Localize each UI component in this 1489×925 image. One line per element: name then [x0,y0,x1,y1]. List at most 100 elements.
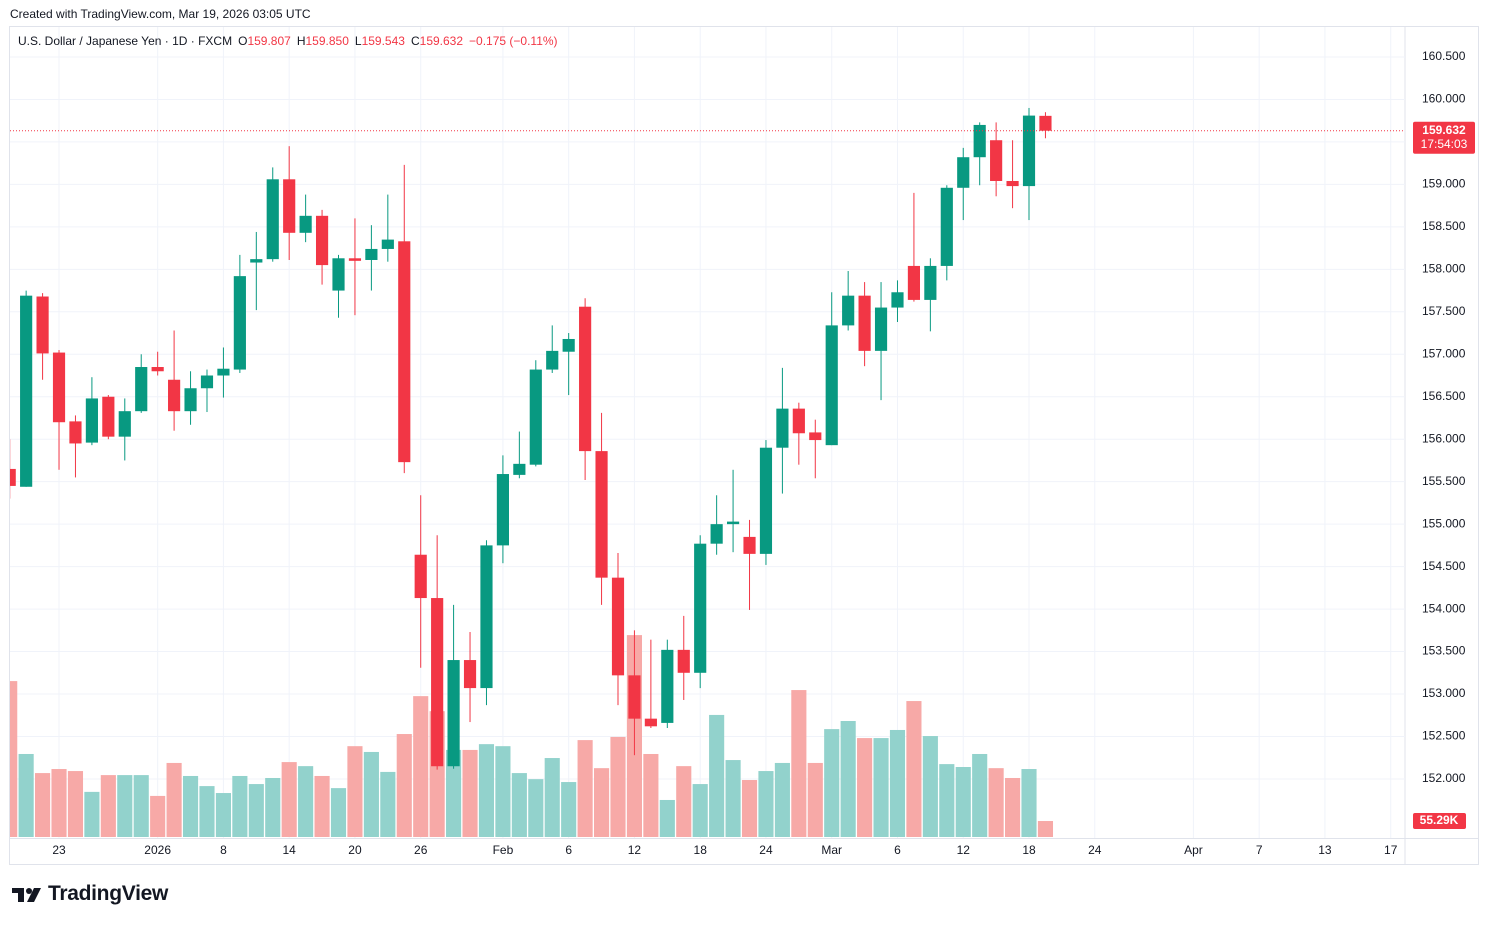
volume-bar [758,771,774,837]
volume-bar [922,736,938,837]
last-price-box [1413,121,1475,154]
y-tick-label: 154.000 [1422,601,1466,615]
candle-body [348,258,362,261]
x-tick-label: Apr [1184,843,1203,857]
x-tick-label: 7 [1256,843,1263,857]
x-tick-label: Feb [493,843,514,857]
volume-bar [281,762,297,837]
logo-icon [12,888,41,902]
candle-body [200,375,214,389]
candle-body [661,649,674,723]
candle-body [579,306,592,452]
candle-body [842,295,855,326]
volume-bar [824,729,840,837]
legend-value: 159.850 [305,34,349,48]
volume-bar [199,786,215,837]
volume-bar [1005,777,1021,837]
candle-body [299,215,312,233]
volume-bar [561,782,577,837]
volume-bar [906,701,922,837]
volume-bar [840,721,856,837]
candle-body [809,432,822,441]
candle-body [611,577,625,676]
volume-bar [248,784,264,837]
volume-bar [347,746,363,837]
candle-body [10,468,16,486]
x-tick-label: 2026 [144,843,171,857]
volume-bar [988,768,1004,837]
volume-bar [774,762,790,837]
axes: 152.000 152.500 153.000 153.500 154.000 154.5… [52,49,1475,857]
volume-bar [380,771,396,837]
y-tick-label: 156.500 [1422,389,1466,403]
candle-body [118,411,131,437]
volume-label: 55.29K [1420,813,1459,827]
candle-body [891,292,904,308]
candle-body [20,295,33,487]
volume-bar [51,769,67,837]
last-price-label: 159.632 [1422,123,1466,137]
volume-bar [643,753,659,837]
x-tick-label: 8 [220,843,227,857]
candle-series [10,107,1405,770]
volume-bar [791,690,807,837]
candle-body [726,521,740,525]
legend-value: 159.632 [419,34,464,48]
y-tick-label: 154.500 [1422,559,1466,573]
symbol: U.S. Dollar / Japanese Yen · 1D · FXCM [18,34,233,48]
y-tick-label: 160.500 [1422,49,1466,63]
candle-body [365,248,378,260]
volume-bar [1021,769,1037,837]
volume-bar [610,736,626,837]
volume-bar [84,791,100,837]
y-tick-label: 156.000 [1422,431,1466,445]
volume-bar [10,681,18,837]
candle-body [315,215,329,266]
candle-body [957,157,970,188]
volume-bar [215,793,231,837]
grid [10,27,1405,838]
candle-body [250,259,263,263]
volume-bar [462,749,478,837]
x-tick-label: Mar [821,843,842,857]
candle-body [135,367,148,412]
volume-bar [446,749,462,837]
volume-bar [544,758,560,837]
candle-body [184,388,197,412]
volume-bar [725,760,741,837]
candle-body [1039,115,1052,131]
candle-body [233,276,246,370]
x-tick-label: 6 [894,843,901,857]
y-tick-label: 158.500 [1422,219,1466,233]
volume-bar [363,751,379,837]
y-tick-label: 152.500 [1422,729,1466,743]
x-tick-label: 18 [694,843,708,857]
volume-bar [182,775,199,837]
candle-body [546,350,559,370]
legend-change: −0.175 (−0.11%) [469,34,558,48]
y-tick-label: 155.000 [1422,516,1466,530]
y-tick-label: 160.000 [1422,92,1466,106]
y-tick-label: 153.000 [1422,686,1466,700]
candle-body [907,265,921,300]
legend-key: H [296,34,306,48]
volume-bar [955,767,971,837]
candle-body [874,307,888,351]
y-tick-label: 155.500 [1422,474,1466,488]
volume-bar [676,766,692,837]
volume-bar [100,775,116,837]
legend-value: 159.807 [247,34,291,48]
candle-body [759,447,773,554]
volume-bar [528,779,544,837]
volume-series [10,635,1054,837]
volume-bar [396,734,412,837]
volume-bar [478,744,495,837]
candle-body [431,598,444,767]
x-tick-label: 24 [1088,843,1102,857]
candle-body [628,675,641,719]
volume-bar [1037,821,1054,837]
candle-body [562,338,575,352]
volume-bar [413,696,429,837]
